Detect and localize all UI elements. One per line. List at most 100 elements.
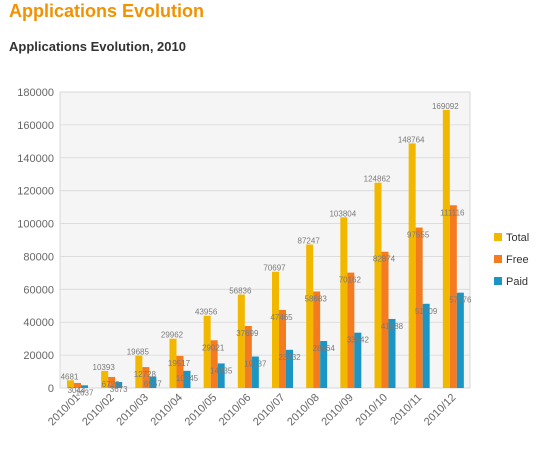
y-tick-label: 0 [48,383,54,395]
x-tick-label: 2010/08 [285,392,322,429]
data-label-free: 12728 [134,370,157,379]
bar-free [449,205,457,388]
legend-swatch-total [494,233,502,241]
bar-free [176,355,184,388]
data-label-total: 43956 [195,308,218,317]
bar-total [135,355,143,388]
bar-paid [354,332,362,388]
bar-total [237,294,245,388]
data-label-free: 3044 [68,386,86,395]
bar-total [169,338,177,388]
data-label-free: 47465 [270,313,293,322]
bar-paid [286,349,293,388]
plot-area [59,91,471,389]
data-label-free: 6720 [102,380,120,389]
bar-total [272,271,279,388]
bar-free [381,251,389,388]
bar-total [101,370,109,388]
y-axis: 0 20000 40000 60000 80000 100000 120000 140000 1… [17,87,54,395]
data-label-total: 124862 [364,175,391,184]
data-label-paid: 57976 [449,296,472,305]
data-label-paid: 1637 [76,388,94,397]
x-tick-label: 2010/04 [149,392,186,429]
bar-paid [81,385,88,388]
data-label-free: 82874 [373,255,396,264]
bar-paid [115,381,123,388]
bar-paid [456,292,464,388]
bar-free [313,291,321,388]
bar-paid [251,356,259,388]
bar-free [244,326,252,388]
data-label-paid: 28564 [313,344,336,353]
x-tick-label: 2010/06 [217,392,254,429]
data-label-free: 58683 [305,294,328,303]
data-label-free: 29021 [202,343,225,352]
x-axis: 2010/012010/022010/032010/042010/052010/… [46,392,458,429]
data-label-paid: 23232 [278,353,301,362]
bar-total [306,244,314,388]
x-tick-label: 2010/12 [422,392,459,429]
legend-label-total: Total [506,232,529,244]
bar-total [442,109,450,389]
data-label-free: 37699 [236,329,259,338]
bar-paid [149,376,157,388]
bar-paid [183,370,191,388]
bar-total [374,182,382,388]
legend-swatch-paid [494,277,502,285]
y-tick-label: 80000 [23,251,54,263]
data-label-free: 19517 [168,359,191,368]
data-label-total: 148764 [398,135,425,144]
data-label-paid: 14935 [210,366,233,375]
y-tick-label: 100000 [17,219,54,231]
bar-free [74,382,81,388]
x-tick-label: 2010/01 [46,392,83,429]
data-label-total: 4681 [61,372,79,381]
data-label-paid: 19137 [244,360,267,369]
y-tick-label: 60000 [23,284,54,296]
data-label-paid: 33642 [347,336,370,345]
data-label-total: 56836 [229,287,252,296]
legend-label-free: Free [506,254,529,266]
data-label-paid: 51209 [415,307,438,316]
y-tick-label: 180000 [17,87,54,99]
data-label-paid: 41988 [381,322,404,331]
bar-free [279,309,286,388]
y-tick-label: 120000 [17,186,54,198]
data-label-paid: 3673 [110,385,128,394]
bar-free [415,227,423,388]
bar-total [203,315,211,388]
data-label-total: 103804 [329,209,356,218]
y-tick-label: 160000 [17,120,54,132]
y-tick-label: 140000 [17,153,54,165]
bar-total [67,380,74,388]
x-tick-label: 2010/11 [388,392,424,428]
bar-paid [217,363,225,388]
x-tick-label: 2010/03 [114,392,151,429]
data-label-free: 70162 [339,276,362,285]
data-label-total: 87247 [298,237,321,246]
legend-label-paid: Paid [506,276,528,288]
page-title: Applications Evolution [9,1,205,21]
x-tick-label: 2010/05 [183,392,220,429]
bar-free [210,340,218,388]
legend: Total Free Paid [494,232,529,288]
x-tick-label: 2010/09 [319,392,356,429]
bar-free [142,367,150,388]
data-label-total: 10393 [93,363,116,372]
data-label-free: 97555 [407,231,430,240]
y-tick-label: 20000 [23,350,54,362]
data-label-paid: 6957 [144,380,162,389]
data-label-total: 29962 [161,331,184,340]
y-tick-label: 40000 [23,317,54,329]
bar-free [108,376,116,388]
bar-total [408,143,416,388]
legend-swatch-free [494,255,502,263]
bar-free [347,272,355,388]
chart-title: Applications Evolution, 2010 [9,39,186,54]
bar-paid [320,341,328,388]
bars [67,109,464,389]
bar-total [340,217,348,388]
x-tick-label: 2010/07 [251,392,288,429]
